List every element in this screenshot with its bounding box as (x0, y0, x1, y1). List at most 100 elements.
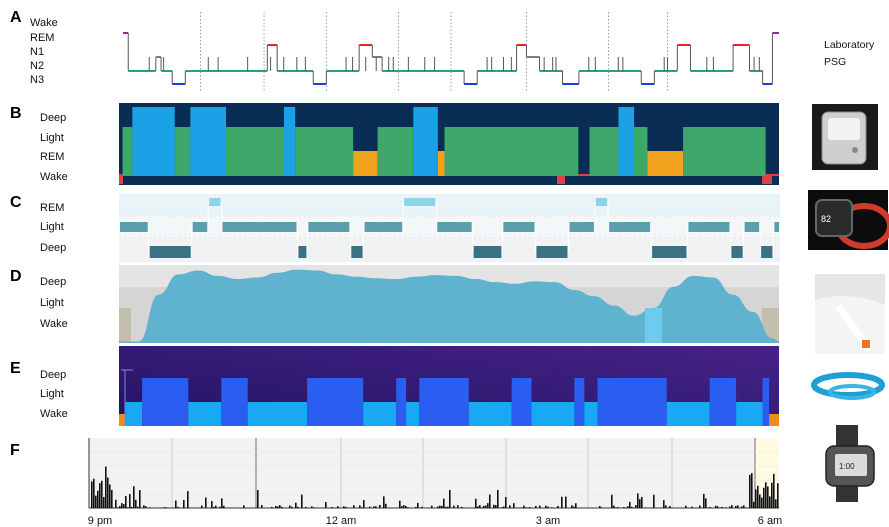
f-activity-bar (449, 490, 451, 508)
f-activity-bar (505, 497, 507, 508)
f-activity-bar (311, 506, 313, 508)
f-activity-bar (431, 505, 433, 508)
f-activity-bar (715, 505, 717, 508)
f-activity-bar (375, 506, 377, 508)
b-label-light: Light (40, 132, 64, 144)
f-activity-bar (749, 474, 751, 508)
f-activity-bar (573, 506, 575, 508)
f-activity-bar (503, 506, 505, 508)
f-activity-bar (769, 496, 771, 508)
f-activity-bar (177, 506, 179, 508)
f-activity-bar (753, 501, 755, 508)
f-activity-bar (133, 486, 135, 508)
e-stage-block (468, 402, 512, 426)
d-highlight-block (645, 308, 662, 343)
f-activity-bar (281, 506, 283, 508)
c-stage-block (364, 222, 403, 232)
f-activity-bar (629, 501, 631, 508)
f-activity-bar (99, 483, 101, 508)
panel-letter-c: C (10, 194, 22, 211)
b-label-rem: REM (40, 151, 64, 163)
e-stage-block (363, 402, 397, 426)
e-stage-block (584, 402, 598, 426)
f-activity-bar (289, 505, 291, 508)
e-stage-block (666, 402, 710, 426)
f-activity-bar (103, 497, 105, 508)
hypnogram-device-b (119, 103, 779, 185)
f-activity-bar (639, 499, 641, 508)
f-activity-bar (187, 491, 189, 508)
e-stage-block (762, 378, 770, 426)
f-activity-bar (735, 505, 737, 508)
f-activity-bar (109, 484, 111, 508)
svg-text:1:00: 1:00 (839, 462, 855, 471)
f-activity-bar (111, 489, 113, 508)
f-activity-bar (699, 505, 701, 508)
f-activity-bar (475, 498, 477, 508)
c-stage-block (473, 246, 502, 258)
b-stage-block (647, 151, 684, 176)
f-activity-bar (551, 507, 553, 508)
f-activity-bar (741, 506, 743, 508)
f-activity-bar (107, 477, 109, 508)
b-label-wake: Wake (40, 171, 68, 183)
b-wake-block (557, 176, 565, 184)
f-activity-bar (509, 505, 511, 508)
f-activity-bar (501, 507, 503, 508)
b-stage-block (226, 127, 284, 176)
f-activity-bar (257, 490, 259, 508)
hypnogram-psg (123, 12, 779, 92)
f-activity-bar (709, 507, 711, 508)
f-activity-bar (447, 506, 449, 508)
f-activity-bar (359, 505, 361, 508)
c-stage-block (774, 222, 779, 232)
f-activity-bar (765, 482, 767, 508)
f-activity-bar (553, 507, 555, 508)
f-activity-bar (443, 498, 445, 508)
f-activity-bar (369, 506, 371, 508)
f-activity-bar (279, 505, 281, 508)
polysomnography-device-icon (812, 104, 878, 170)
e-stage-block (769, 414, 779, 426)
f-activity-bar (441, 505, 443, 508)
c-stage-block (222, 222, 297, 232)
f-activity-bar (353, 505, 355, 508)
hypnogram-device-d (119, 265, 779, 343)
f-activity-bar (485, 505, 487, 508)
f-activity-bar (631, 506, 633, 508)
f-activity-bar (183, 499, 185, 508)
c-stage-block (744, 222, 760, 232)
f-activity-bar (439, 505, 441, 508)
f-activity-bar (275, 505, 277, 508)
bed-sensor-icon (815, 274, 885, 354)
f-activity-bar (773, 473, 775, 508)
f-activity-bar (135, 499, 137, 508)
f-activity-bar (495, 505, 497, 508)
c-stage-block (308, 222, 350, 232)
b-stage-block (353, 151, 378, 176)
f-activity-bar (663, 500, 665, 508)
f-activity-bar (401, 506, 403, 508)
c-stage-block (298, 246, 307, 258)
b-stage-block (132, 107, 175, 176)
f-activity-bar (641, 496, 643, 508)
f-activity-bar (379, 504, 381, 508)
f-activity-bar (271, 506, 273, 508)
f-activity-bar (479, 505, 481, 508)
f-activity-bar (205, 497, 207, 508)
f-activity-bar (601, 507, 603, 508)
a-label-wake: Wake (30, 17, 58, 29)
f-activity-bar (653, 494, 655, 508)
f-activity-bar (777, 483, 779, 508)
f-activity-bar (611, 494, 613, 508)
b-stage-block (377, 127, 414, 176)
panel-letter-b: B (10, 105, 22, 122)
c-stage-block (652, 246, 687, 258)
f-activity-bar (763, 487, 765, 508)
f-activity-bar (625, 507, 627, 508)
d-wake-edge (119, 308, 131, 343)
b-wake-track (119, 176, 779, 184)
d-sleep-depth-area (119, 269, 779, 343)
f-activity-bar (219, 506, 221, 508)
f-activity-bar (615, 507, 617, 508)
